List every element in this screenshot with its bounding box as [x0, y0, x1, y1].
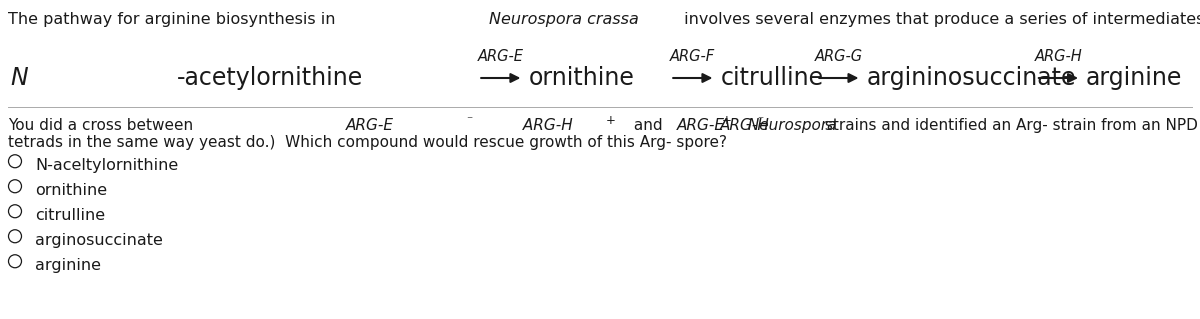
Text: Neurospora: Neurospora	[743, 118, 836, 133]
Text: $\mathit{N}$: $\mathit{N}$	[10, 66, 29, 90]
Text: ornithine: ornithine	[36, 183, 108, 198]
Text: The pathway for arginine biosynthesis in: The pathway for arginine biosynthesis in	[8, 12, 341, 27]
Text: argininosuccinate: argininosuccinate	[866, 66, 1076, 90]
Text: ornithine: ornithine	[528, 66, 634, 90]
Text: N-aceltylornithine: N-aceltylornithine	[36, 158, 179, 173]
Text: arginosuccinate: arginosuccinate	[36, 233, 163, 248]
Text: arginine: arginine	[36, 258, 102, 273]
Text: ARG-H: ARG-H	[1034, 49, 1082, 64]
Text: +: +	[722, 115, 732, 128]
Text: ⁻: ⁻	[467, 115, 473, 128]
Text: ARG-H: ARG-H	[720, 118, 769, 133]
Text: ARG-E: ARG-E	[347, 118, 394, 133]
Text: +: +	[606, 115, 616, 128]
Text: and: and	[630, 118, 668, 133]
Text: ⁻: ⁻	[757, 115, 763, 128]
Text: -acetylornithine: -acetylornithine	[176, 66, 364, 90]
Text: ARG-E: ARG-E	[677, 118, 725, 133]
Text: citrulline: citrulline	[36, 208, 106, 223]
Text: Neurospora crassa: Neurospora crassa	[488, 12, 638, 27]
Text: strains and identified an Arg- strain from an NPD tetrad. (Assume that: strains and identified an Arg- strain fr…	[820, 118, 1200, 133]
Text: ARG-E: ARG-E	[478, 49, 523, 64]
Text: ARG-F: ARG-F	[671, 49, 715, 64]
Text: tetrads in the same way yeast do.)  Which compound would rescue growth of this A: tetrads in the same way yeast do.) Which…	[8, 135, 727, 150]
Text: involves several enzymes that produce a series of intermediates as shown.: involves several enzymes that produce a …	[678, 12, 1200, 27]
Text: ARG-G: ARG-G	[815, 49, 863, 64]
Text: citrulline: citrulline	[720, 66, 823, 90]
Text: ARG-H: ARG-H	[517, 118, 572, 133]
Text: arginine: arginine	[1086, 66, 1182, 90]
Text: You did a cross between: You did a cross between	[8, 118, 198, 133]
